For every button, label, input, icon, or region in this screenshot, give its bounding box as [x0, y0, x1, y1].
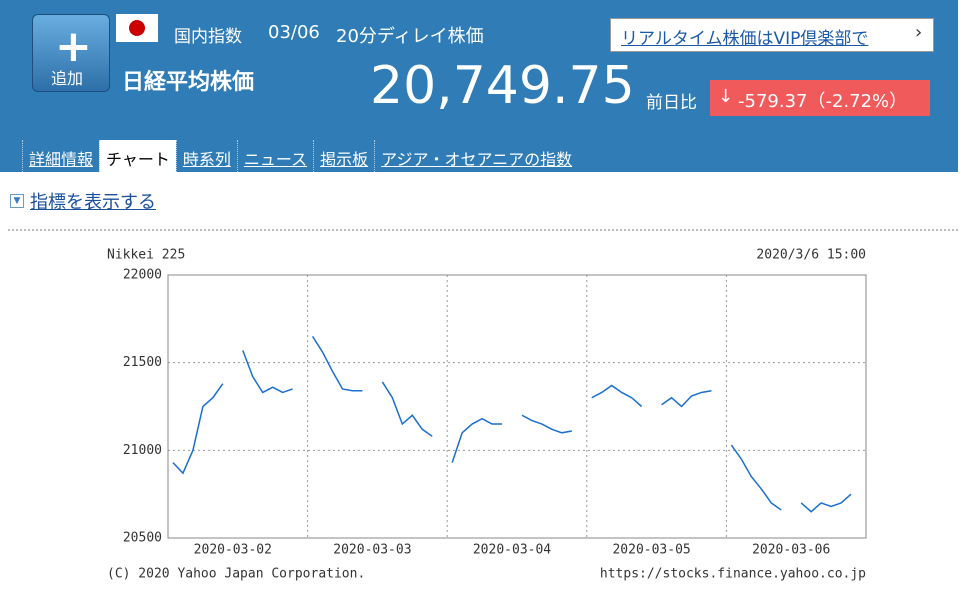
source-url: https://stocks.finance.yahoo.co.jp — [600, 567, 866, 582]
vip-text[interactable]: リアルタイム株価はVIP倶楽部で — [621, 29, 869, 49]
x-tick-label: 2020-03-05 — [612, 543, 690, 558]
tab[interactable]: 詳細情報 — [22, 140, 99, 172]
chart: Nikkei 225 2020/3/6 15:00 (C) 2020 Yahoo J… — [107, 248, 867, 582]
plus-icon: + — [55, 21, 92, 72]
x-tick-label: 2020-03-04 — [473, 543, 551, 558]
chart-subtitle: 2020/3/6 15:00 — [756, 248, 866, 263]
copyright: (C) 2020 Yahoo Japan Corporation. — [107, 567, 365, 582]
add-button[interactable]: + 追加 — [32, 14, 110, 92]
delay: 20分ディレイ株価 — [336, 26, 484, 47]
x-tick-label: 2020-03-02 — [194, 543, 272, 558]
change: -579.37（-2.72%） — [738, 91, 908, 112]
change-label: 前日比 — [646, 93, 697, 113]
chevron: › — [915, 22, 923, 43]
y-tick-label: 21000 — [123, 443, 162, 458]
price: 20,749.75 — [370, 56, 635, 116]
tab[interactable]: チャート — [99, 140, 176, 172]
date: 03/06 — [268, 22, 320, 43]
flag — [116, 14, 158, 42]
plot-frame — [167, 274, 867, 539]
toggle-icon[interactable]: ▼ — [10, 194, 24, 208]
y-tick-label: 21500 — [123, 355, 162, 370]
index-name: 日経平均株価 — [122, 70, 255, 95]
change-box: ↓ -579.37（-2.72%） — [710, 80, 930, 116]
y-tick-label: 20500 — [123, 531, 162, 546]
y-tick-label: 22000 — [123, 268, 162, 283]
tab-bar: 詳細情報 チャート 時系列 ニュース 掲示板 アジア・オセアニアの指数 — [22, 140, 578, 172]
separator — [8, 229, 958, 231]
tab[interactable]: アジア・オセアニアの指数 — [374, 140, 578, 172]
header: + 追加 国内指数 03/06 20分ディレイ株価 リアルタイム株価はVIP倶楽… — [0, 0, 958, 172]
vip-link[interactable]: リアルタイム株価はVIP倶楽部で › — [610, 18, 934, 52]
chart-title: Nikkei 225 — [107, 248, 185, 263]
indicator-link[interactable]: 指標を表示する — [30, 192, 156, 213]
tab[interactable]: 時系列 — [175, 140, 237, 172]
tab[interactable]: 掲示板 — [313, 140, 374, 172]
x-tick-label: 2020-03-03 — [333, 543, 411, 558]
add-label: 追加 — [51, 69, 84, 88]
market: 国内指数 — [174, 27, 242, 47]
x-tick-label: 2020-03-06 — [752, 543, 830, 558]
price-line — [172, 335, 852, 513]
down-arrow: ↓ — [718, 86, 734, 107]
tab[interactable]: ニュース — [236, 140, 313, 172]
